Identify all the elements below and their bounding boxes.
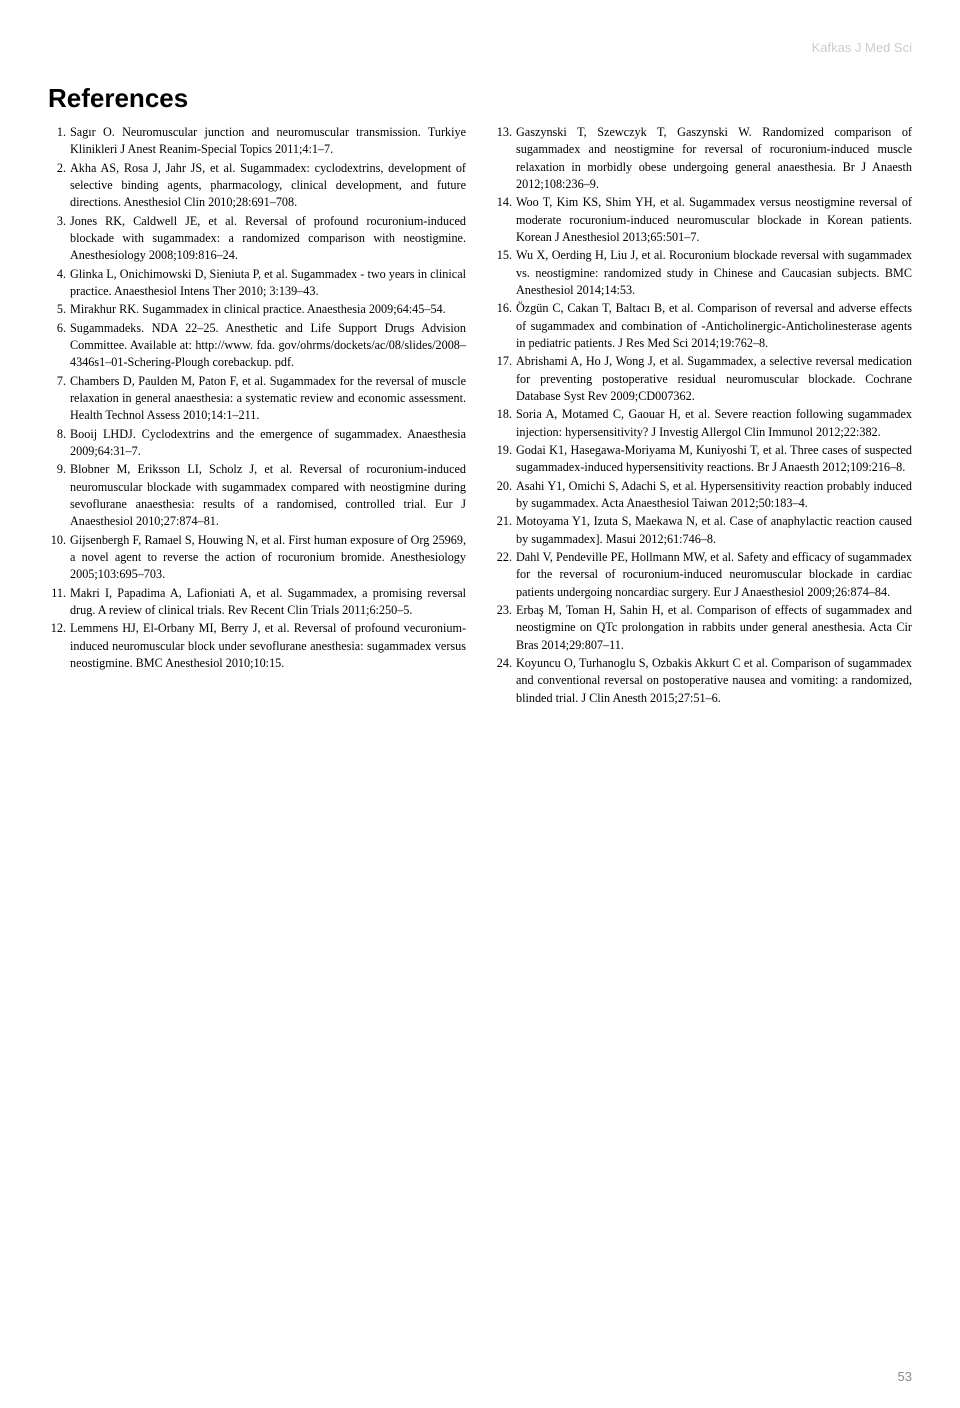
reference-item: Jones RK, Caldwell JE, et al. Reversal o… xyxy=(48,213,466,265)
reference-item: Woo T, Kim KS, Shim YH, et al. Sugammade… xyxy=(494,194,912,246)
reference-item: Mirakhur RK. Sugammadex in clinical prac… xyxy=(48,301,466,318)
reference-list-right: Gaszynski T, Szewczyk T, Gaszynski W. Ra… xyxy=(494,124,912,707)
right-column: Gaszynski T, Szewczyk T, Gaszynski W. Ra… xyxy=(494,124,912,708)
reference-item: Koyuncu O, Turhanoglu S, Ozbakis Akkurt … xyxy=(494,655,912,707)
reference-list-left: Sagır O. Neuromuscular junction and neur… xyxy=(48,124,466,672)
reference-item: Özgün C, Cakan T, Baltacı B, et al. Comp… xyxy=(494,300,912,352)
reference-item: Chambers D, Paulden M, Paton F, et al. S… xyxy=(48,373,466,425)
reference-item: Dahl V, Pendeville PE, Hollmann MW, et a… xyxy=(494,549,912,601)
page-number: 53 xyxy=(898,1369,912,1384)
references-columns: Sagır O. Neuromuscular junction and neur… xyxy=(48,124,912,708)
reference-item: Lemmens HJ, El-Orbany MI, Berry J, et al… xyxy=(48,620,466,672)
reference-item: Erbaş M, Toman H, Sahin H, et al. Compar… xyxy=(494,602,912,654)
reference-item: Wu X, Oerding H, Liu J, et al. Rocuroniu… xyxy=(494,247,912,299)
reference-item: Abrishami A, Ho J, Wong J, et al. Sugamm… xyxy=(494,353,912,405)
reference-item: Gijsenbergh F, Ramael S, Houwing N, et a… xyxy=(48,532,466,584)
section-title: References xyxy=(48,83,912,114)
reference-item: Godai K1, Hasegawa-Moriyama M, Kuniyoshi… xyxy=(494,442,912,477)
reference-item: Glinka L, Onichimowski D, Sieniuta P, et… xyxy=(48,266,466,301)
reference-item: Makri I, Papadima A, Lafioniati A, et al… xyxy=(48,585,466,620)
reference-item: Booij LHDJ. Cyclodextrins and the emerge… xyxy=(48,426,466,461)
reference-item: Sagır O. Neuromuscular junction and neur… xyxy=(48,124,466,159)
left-column: Sagır O. Neuromuscular junction and neur… xyxy=(48,124,466,708)
reference-item: Sugammadeks. NDA 22–25. Anesthetic and L… xyxy=(48,320,466,372)
reference-item: Blobner M, Eriksson LI, Scholz J, et al.… xyxy=(48,461,466,530)
reference-item: Motoyama Y1, Izuta S, Maekawa N, et al. … xyxy=(494,513,912,548)
journal-name: Kafkas J Med Sci xyxy=(48,40,912,55)
reference-item: Gaszynski T, Szewczyk T, Gaszynski W. Ra… xyxy=(494,124,912,193)
reference-item: Soria A, Motamed C, Gaouar H, et al. Sev… xyxy=(494,406,912,441)
reference-item: Asahi Y1, Omichi S, Adachi S, et al. Hyp… xyxy=(494,478,912,513)
reference-item: Akha AS, Rosa J, Jahr JS, et al. Sugamma… xyxy=(48,160,466,212)
